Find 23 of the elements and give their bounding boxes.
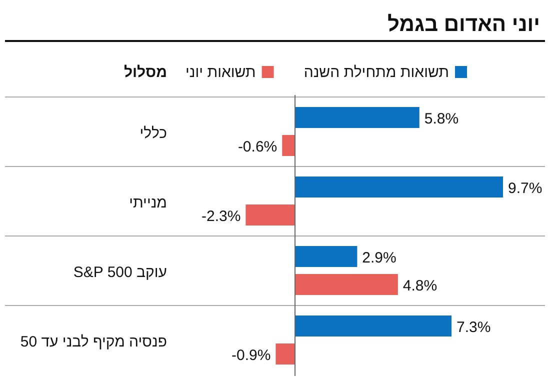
- y-tick-label: כללי: [140, 124, 168, 142]
- bar: [276, 344, 295, 364]
- data-label: 9.7%: [508, 180, 542, 197]
- legend-label: תשואות יוני: [186, 64, 256, 81]
- bar: [295, 246, 358, 267]
- data-label: 7.3%: [456, 319, 491, 336]
- data-label: 2.9%: [362, 250, 396, 266]
- y-tick-label: עוקב S&P 500: [73, 264, 167, 281]
- y-axis-title: מסלול: [124, 64, 167, 81]
- bar: [282, 135, 295, 156]
- bar: [295, 107, 420, 128]
- bar: [246, 204, 295, 226]
- data-label: 5.8%: [424, 110, 459, 128]
- y-tick-label: מנייתי: [129, 194, 167, 212]
- y-tick-label: פנסיה מקיף לבני עד 50: [20, 333, 167, 350]
- data-label: 4.8%: [402, 278, 438, 294]
- bar: [295, 316, 452, 336]
- bar: [295, 176, 503, 198]
- bar: [295, 274, 398, 295]
- chart-title: יוני האדום בגמל: [388, 13, 540, 36]
- data-label: -0.9%: [232, 347, 271, 364]
- data-label: -2.3%: [201, 208, 241, 225]
- data-label: -0.6%: [238, 138, 278, 156]
